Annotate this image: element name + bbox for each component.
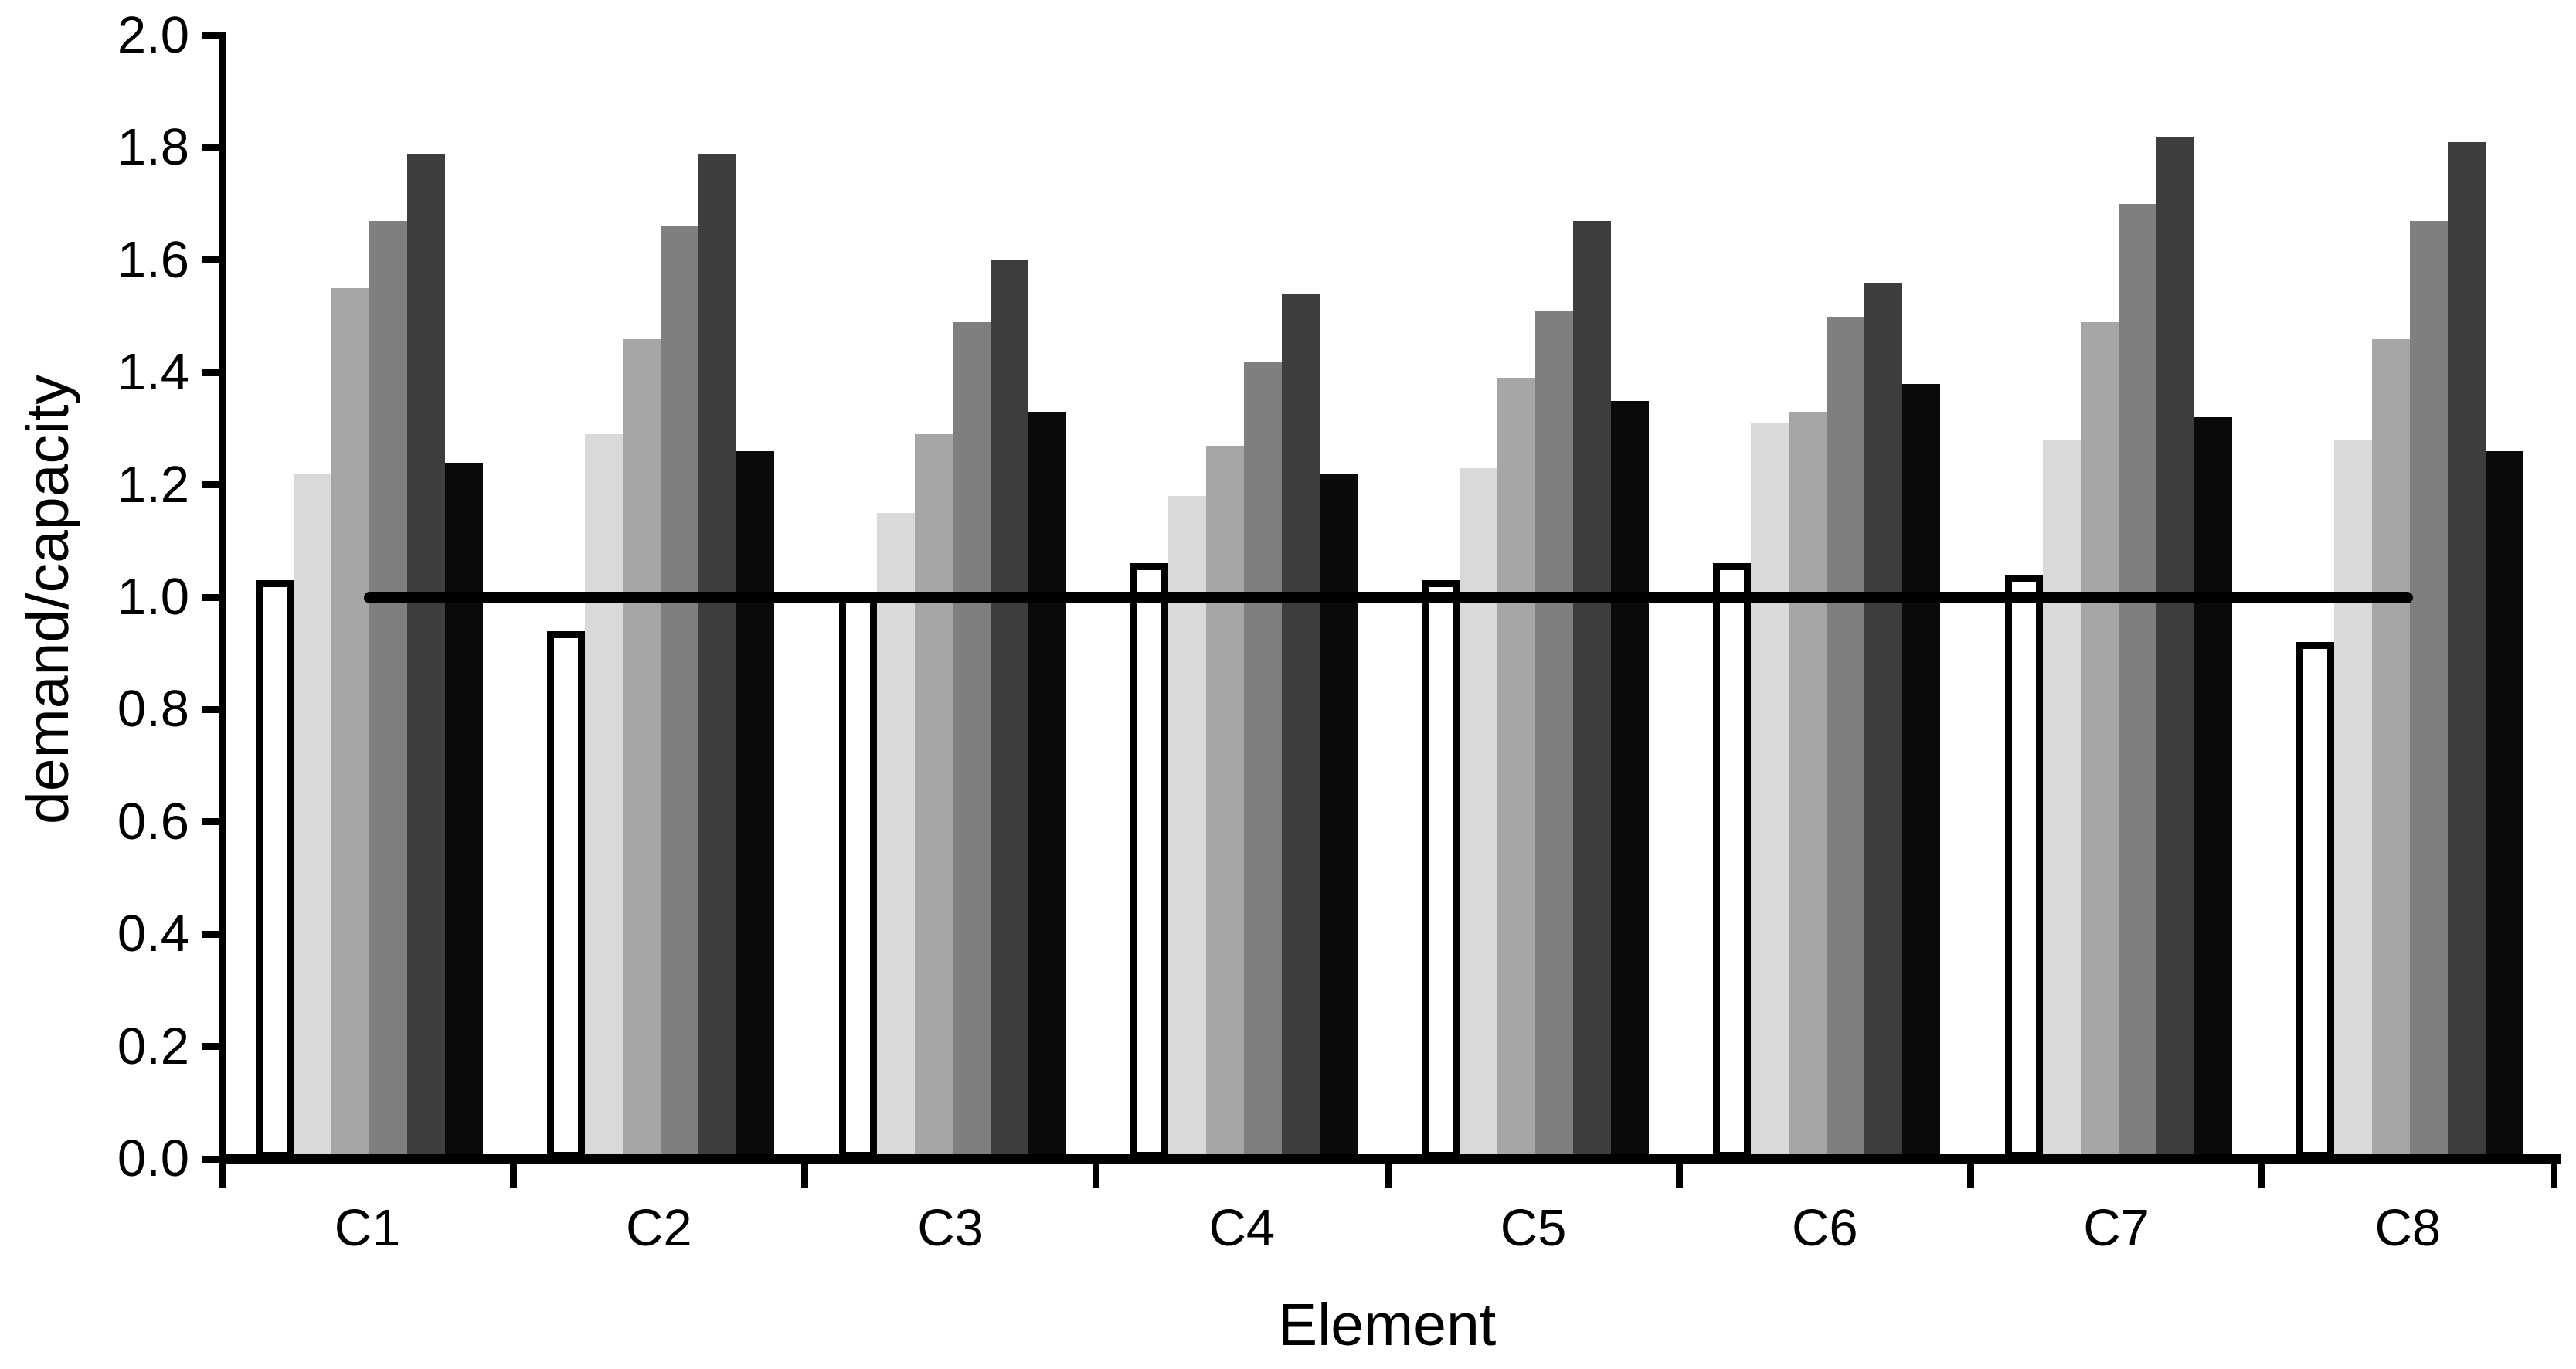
x-axis-title: Element xyxy=(1277,1292,1497,1358)
bar-c5-dark-gray xyxy=(1535,311,1573,1159)
y-tick-label-0.8: 0.8 xyxy=(117,680,189,739)
bar-c5-medium-gray xyxy=(1497,378,1535,1159)
bar-c6-medium-gray xyxy=(1789,412,1827,1159)
bar-c8-white xyxy=(2296,642,2334,1159)
bar-c7-black xyxy=(2194,417,2232,1159)
bar-c8-dark-gray xyxy=(2409,220,2448,1159)
x-tick-label-c7: C7 xyxy=(2083,1199,2149,1257)
x-tick-label-c4: C4 xyxy=(1208,1199,1276,1257)
y-tick-1.6 xyxy=(202,256,226,264)
y-tick-0.6 xyxy=(202,818,226,826)
bar-c3-medium-gray xyxy=(914,434,953,1159)
bar-c2-white xyxy=(547,630,586,1159)
bar-c6-charcoal xyxy=(1864,282,1903,1159)
y-tick-label-0.2: 0.2 xyxy=(117,1017,189,1075)
x-tick-label-c2: C2 xyxy=(626,1199,692,1257)
x-tick-5 xyxy=(1675,1164,1683,1188)
y-tick-0.2 xyxy=(202,1043,226,1051)
y-tick-1.2 xyxy=(202,481,226,489)
y-tick-label-1.4: 1.4 xyxy=(117,343,189,402)
bar-c4-charcoal xyxy=(1281,294,1320,1159)
bar-c8-charcoal xyxy=(2447,142,2486,1159)
y-tick-label-1.0: 1.0 xyxy=(117,568,189,626)
y-tick-1.8 xyxy=(202,144,226,151)
bar-c2-medium-gray xyxy=(623,338,661,1159)
y-tick-0.8 xyxy=(202,705,226,713)
bar-c5-white xyxy=(1422,580,1460,1159)
y-tick-label-1.2: 1.2 xyxy=(117,455,189,514)
y-tick-label-1.8: 1.8 xyxy=(117,118,189,177)
y-tick-0.4 xyxy=(202,930,226,938)
bar-c1-dark-gray xyxy=(369,220,407,1159)
x-tick-8 xyxy=(2550,1164,2557,1188)
reference-line-1.0 xyxy=(364,591,2413,603)
bar-c3-light-gray xyxy=(876,512,915,1159)
bar-c7-dark-gray xyxy=(2118,204,2156,1159)
x-tick-label-c5: C5 xyxy=(1500,1199,1567,1257)
bar-c1-charcoal xyxy=(407,153,445,1159)
x-tick-3 xyxy=(1093,1164,1100,1188)
x-tick-label-c1: C1 xyxy=(334,1199,401,1257)
x-tick-7 xyxy=(2258,1164,2266,1188)
bar-c5-charcoal xyxy=(1573,220,1611,1159)
x-tick-4 xyxy=(1384,1164,1392,1188)
y-tick-1.4 xyxy=(202,369,226,376)
bar-c8-light-gray xyxy=(2333,440,2372,1159)
bar-c8-black xyxy=(2485,450,2523,1159)
bar-c6-dark-gray xyxy=(1827,316,1865,1159)
bar-c1-white xyxy=(256,580,294,1159)
bar-c3-dark-gray xyxy=(952,321,991,1159)
bar-c7-light-gray xyxy=(2042,440,2081,1159)
y-tick-label-0.4: 0.4 xyxy=(117,905,189,963)
bar-c4-black xyxy=(1319,474,1358,1159)
bar-c2-dark-gray xyxy=(661,226,699,1159)
x-tick-label-c8: C8 xyxy=(2374,1199,2442,1257)
bar-c7-charcoal xyxy=(2156,136,2194,1159)
x-tick-0 xyxy=(218,1164,226,1188)
bar-c5-light-gray xyxy=(1460,467,1497,1159)
y-tick-label-2.0: 2.0 xyxy=(117,6,189,64)
bar-c3-charcoal xyxy=(990,260,1028,1159)
y-tick-label-0.6: 0.6 xyxy=(117,792,189,851)
bar-c4-light-gray xyxy=(1167,496,1206,1159)
x-tick-label-c6: C6 xyxy=(1792,1199,1858,1257)
y-tick-0.0 xyxy=(202,1155,226,1163)
bar-c4-dark-gray xyxy=(1243,361,1282,1159)
bar-c1-light-gray xyxy=(294,474,331,1159)
bar-c2-black xyxy=(736,450,775,1159)
bar-c7-white xyxy=(2004,574,2043,1159)
bar-c2-light-gray xyxy=(585,434,624,1159)
y-tick-label-0.0: 0.0 xyxy=(117,1130,189,1187)
x-tick-2 xyxy=(801,1164,808,1188)
bar-c3-black xyxy=(1028,412,1066,1159)
x-tick-1 xyxy=(509,1164,517,1188)
bar-c6-white xyxy=(1713,563,1752,1159)
x-tick-6 xyxy=(1967,1164,1974,1188)
x-tick-label-c3: C3 xyxy=(917,1199,984,1257)
bar-c8-medium-gray xyxy=(2371,338,2410,1159)
bar-c7-medium-gray xyxy=(2080,321,2119,1159)
y-tick-2.0 xyxy=(202,32,226,39)
bar-c4-medium-gray xyxy=(1205,445,1244,1159)
bar-c5-black xyxy=(1611,400,1649,1159)
bar-c3-white xyxy=(838,591,877,1159)
bar-c6-light-gray xyxy=(1751,423,1789,1159)
bar-c1-medium-gray xyxy=(331,288,369,1159)
y-tick-1.0 xyxy=(202,593,226,601)
bar-c4-white xyxy=(1130,563,1168,1159)
y-tick-label-1.6: 1.6 xyxy=(117,230,189,289)
x-axis-line xyxy=(219,1154,2561,1164)
bar-c6-black xyxy=(1902,383,1941,1159)
bar-c2-charcoal xyxy=(698,153,737,1159)
bar-c1-black xyxy=(445,462,483,1159)
